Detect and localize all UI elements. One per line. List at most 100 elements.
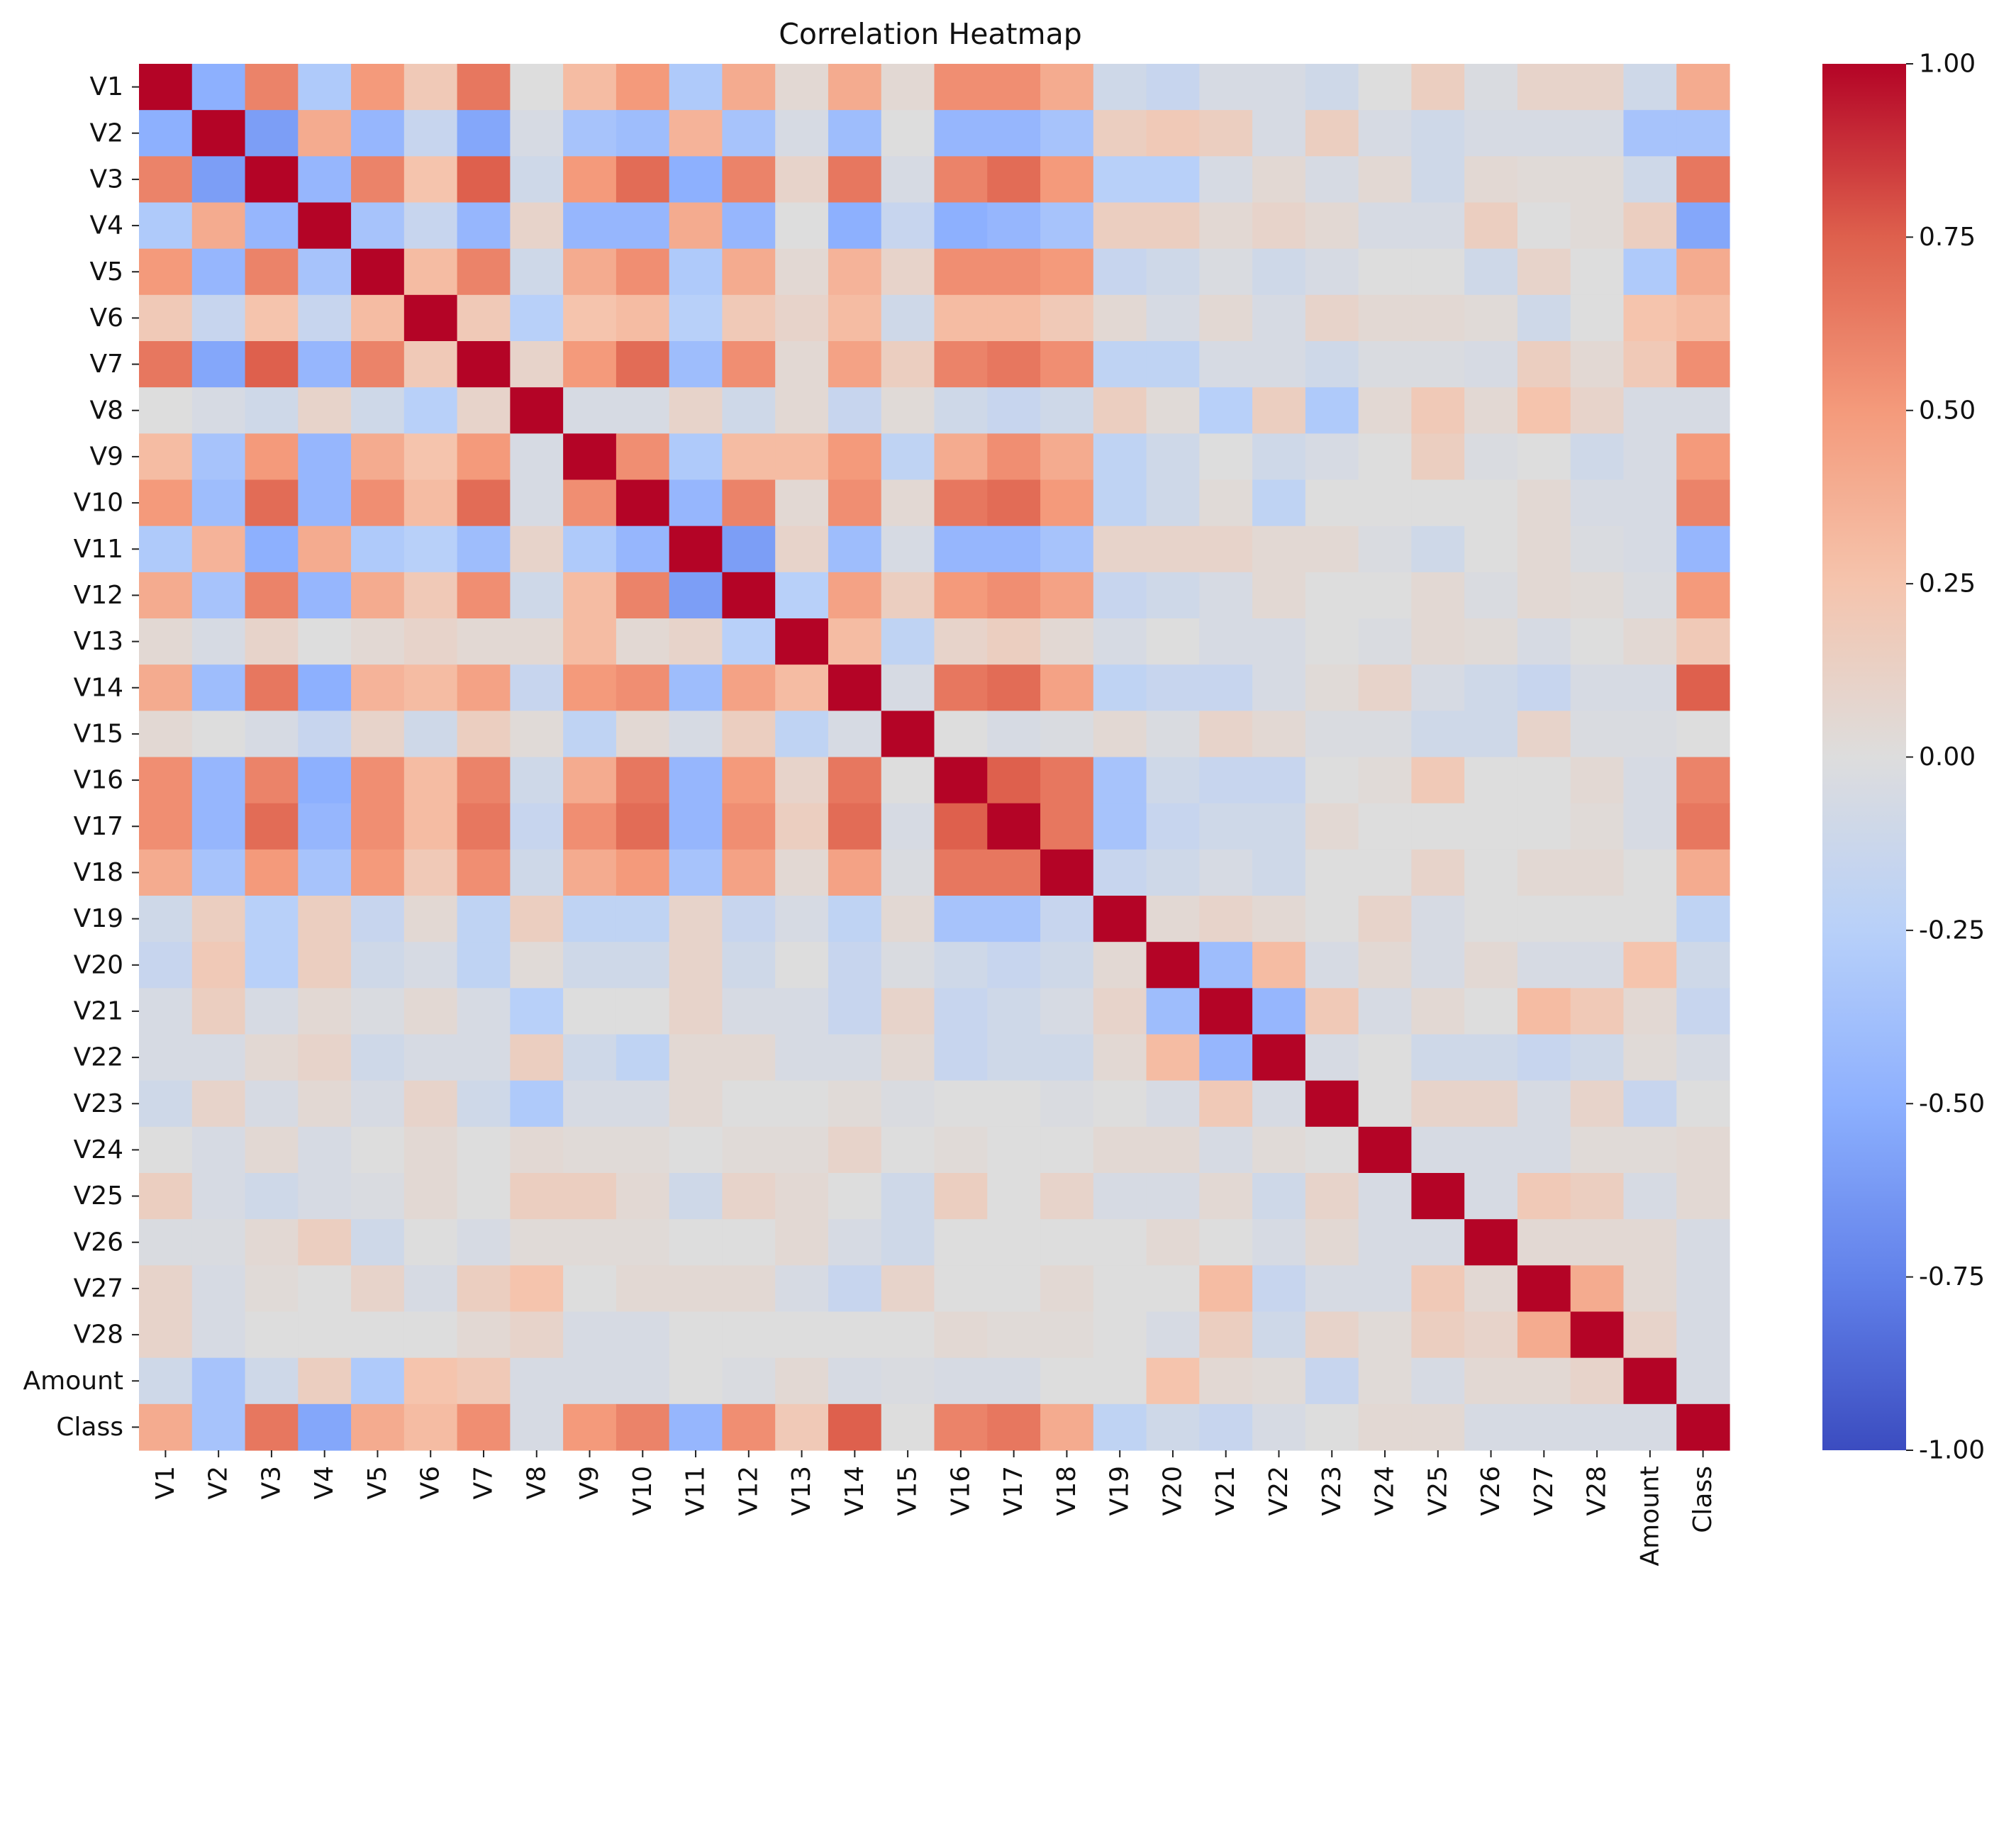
x-tick-label: V18 — [1052, 1466, 1081, 1515]
x-axis-tick-labels: V1 V2 V3 V4 V5 V6 V7 V8 V9 V10 V11 V12 V13 V14 V15 V16 V… — [151, 1450, 1717, 1566]
y-tick-label: V12 — [74, 581, 123, 610]
heatmap-cell-V5-V14 — [828, 248, 882, 296]
heatmap-cell-V23-V9 — [563, 1080, 617, 1128]
heatmap-cell-V25-V23 — [1305, 1173, 1359, 1220]
heatmap-cell-V7-V12 — [722, 341, 776, 388]
heatmap-cell-V28-V20 — [1146, 1311, 1200, 1359]
x-tick-label: V22 — [1264, 1466, 1293, 1515]
heatmap-cell-V18-V22 — [1252, 849, 1306, 896]
heatmap-cell-V18-V11 — [669, 849, 723, 896]
heatmap-cell-V23-V16 — [934, 1080, 988, 1128]
y-tick-label: V8 — [89, 396, 123, 425]
heatmap-cell-V24-V15 — [881, 1126, 935, 1174]
heatmap-cell-V15-V12 — [722, 711, 776, 758]
heatmap-cell-V21-V12 — [722, 988, 776, 1035]
heatmap-cell-V24-V2 — [191, 1126, 246, 1174]
heatmap-cell-V25-V17 — [987, 1173, 1041, 1220]
heatmap-cell-V26-V23 — [1305, 1219, 1359, 1266]
heatmap-cell-Amount-V15 — [881, 1357, 935, 1405]
heatmap-cell-V24-V23 — [1305, 1126, 1359, 1174]
heatmap-cell-V27-V15 — [881, 1265, 935, 1313]
heatmap-cell-V19-V14 — [828, 896, 882, 942]
heatmap-cell-V20-Class — [1676, 942, 1730, 989]
heatmap-cell-V5-V16 — [934, 248, 988, 296]
heatmap-cell-V13-V3 — [245, 618, 299, 665]
heatmap-cell-V1-V19 — [1093, 64, 1147, 111]
x-tick-label: V23 — [1318, 1466, 1347, 1515]
heatmap-cell-Amount-V8 — [510, 1357, 564, 1405]
heatmap-cell-V14-V5 — [351, 664, 405, 711]
heatmap-cell-V12-V15 — [881, 572, 935, 619]
heatmap-cell-V12-V9 — [563, 572, 617, 619]
heatmap-cell-V13-V24 — [1358, 618, 1412, 665]
heatmap-cell-V13-V28 — [1570, 618, 1625, 665]
heatmap-cell-V15-Class — [1676, 711, 1730, 758]
heatmap-cell-V17-V24 — [1358, 803, 1412, 850]
heatmap-cell-V24-V11 — [669, 1126, 723, 1174]
heatmap-cell-V6-V16 — [934, 294, 988, 342]
heatmap-cell-V15-V2 — [191, 711, 246, 758]
y-tick-label: V15 — [74, 719, 123, 748]
heatmap-cell-V14-V6 — [403, 664, 458, 711]
heatmap-cell-V28-V28 — [1570, 1311, 1625, 1359]
heatmap-cell-V22-Amount — [1623, 1034, 1677, 1081]
heatmap-cell-V24-V25 — [1411, 1126, 1465, 1174]
heatmap-cell-V2-Amount — [1623, 110, 1677, 157]
heatmap-cell-V20-V14 — [828, 942, 882, 989]
heatmap-cell-V15-V9 — [563, 711, 617, 758]
heatmap-cell-V13-Class — [1676, 618, 1730, 665]
heatmap-cell-V7-V6 — [403, 341, 458, 388]
heatmap-cell-V11-V26 — [1464, 525, 1518, 573]
heatmap-cell-V21-V3 — [245, 988, 299, 1035]
heatmap-cell-Amount-V9 — [563, 1357, 617, 1405]
x-tick-label: V27 — [1530, 1466, 1559, 1515]
heatmap-cell-V7-V24 — [1358, 341, 1412, 388]
heatmap-cell-V18-V9 — [563, 849, 617, 896]
heatmap-cell-V9-V10 — [616, 433, 670, 481]
heatmap-cell-V28-V7 — [457, 1311, 511, 1359]
heatmap-cell-V24-Amount — [1623, 1126, 1677, 1174]
heatmap-cell-V5-V25 — [1411, 248, 1465, 296]
heatmap-cell-V5-V6 — [403, 248, 458, 296]
x-tick-label: V16 — [946, 1466, 975, 1515]
heatmap-cell-V8-V19 — [1093, 387, 1147, 434]
y-tick-label: V11 — [74, 535, 123, 564]
heatmap-cell-V17-Class — [1676, 803, 1730, 850]
x-tick-label: V5 — [363, 1466, 392, 1500]
heatmap-cell-V2-V7 — [457, 110, 511, 157]
heatmap-cell-V20-V11 — [669, 942, 723, 989]
heatmap-cell-V3-V23 — [1305, 156, 1359, 204]
heatmap-cell-V4-V24 — [1358, 202, 1412, 250]
heatmap-cell-V5-V12 — [722, 248, 776, 296]
heatmap-cell-V24-V27 — [1517, 1126, 1571, 1174]
heatmap-cell-V24-Class — [1676, 1126, 1730, 1174]
heatmap-cell-V11-V8 — [510, 525, 564, 573]
heatmap-cell-V13-V8 — [510, 618, 564, 665]
heatmap-cell-V6-V2 — [191, 294, 246, 342]
heatmap-cell-V13-V20 — [1146, 618, 1200, 665]
x-tick-label: V1 — [151, 1466, 180, 1500]
heatmap-cell-Amount-V11 — [669, 1357, 723, 1405]
heatmap-cell-V23-V19 — [1093, 1080, 1147, 1128]
heatmap-cell-V11-V1 — [139, 525, 193, 573]
heatmap-cell-V13-V16 — [934, 618, 988, 665]
heatmap-cell-V20-V2 — [191, 942, 246, 989]
heatmap-cell-V11-V15 — [881, 525, 935, 573]
heatmap-cell-V25-V1 — [139, 1173, 193, 1220]
heatmap-cell-V5-V4 — [298, 248, 352, 296]
heatmap-cell-V22-V15 — [881, 1034, 935, 1081]
heatmap-cell-V28-V22 — [1252, 1311, 1306, 1359]
heatmap-cell-V17-V12 — [722, 803, 776, 850]
heatmap-cell-V7-V5 — [351, 341, 405, 388]
heatmap-cell-V14-V10 — [616, 664, 670, 711]
heatmap-cell-V9-V20 — [1146, 433, 1200, 481]
heatmap-cell-V15-V20 — [1146, 711, 1200, 758]
colorbar-tick-label: -0.25 — [1919, 916, 1985, 945]
heatmap-cell-V15-V16 — [934, 711, 988, 758]
heatmap-cell-V28-V24 — [1358, 1311, 1412, 1359]
heatmap-cell-V10-V4 — [298, 479, 352, 527]
heatmap-cell-V22-V6 — [403, 1034, 458, 1081]
heatmap-cell-V2-V1 — [139, 110, 193, 157]
heatmap-cell-V27-V27 — [1517, 1265, 1571, 1313]
heatmap-cell-V6-V22 — [1252, 294, 1306, 342]
